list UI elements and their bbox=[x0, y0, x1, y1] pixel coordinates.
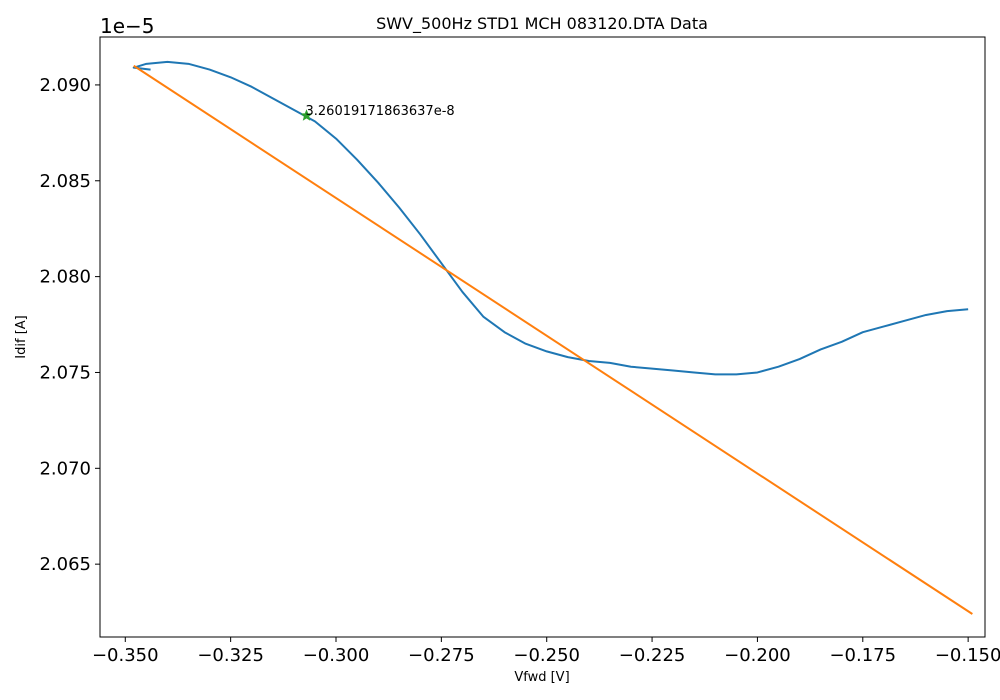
y-tick-label: 2.085 bbox=[39, 171, 91, 192]
x-tick-label: −0.275 bbox=[408, 645, 475, 666]
x-tick-label: −0.150 bbox=[935, 645, 1000, 666]
point-annotation: 3.26019171863637e-8 bbox=[306, 104, 455, 119]
y-tick-label: 2.070 bbox=[39, 458, 91, 479]
y-tick-label: 2.080 bbox=[39, 267, 91, 288]
y-offset-label: 1e−5 bbox=[100, 14, 155, 38]
x-tick-label: −0.200 bbox=[724, 645, 791, 666]
chart-title: SWV_500Hz STD1 MCH 083120.DTA Data bbox=[376, 14, 708, 34]
x-tick-label: −0.175 bbox=[829, 645, 896, 666]
plot-frame bbox=[99, 36, 986, 638]
y-tick-label: 2.090 bbox=[39, 75, 91, 96]
series-line-2 bbox=[133, 64, 973, 615]
x-tick-label: −0.325 bbox=[197, 645, 264, 666]
x-tick-label: −0.300 bbox=[303, 645, 370, 666]
y-axis-label: Idif [A] bbox=[14, 315, 29, 358]
x-axis: −0.350 −0.325 −0.300 −0.275 −0.250 −0.225 −0.2… bbox=[92, 637, 1000, 666]
x-tick-label: −0.350 bbox=[92, 645, 159, 666]
plot-area: 3.26019171863637e-8 bbox=[132, 60, 973, 615]
star-marker bbox=[300, 109, 313, 121]
y-axis: 2.065 2.070 2.075 2.080 2.085 2.090 bbox=[39, 75, 100, 575]
series-line-1 bbox=[132, 60, 969, 376]
x-tick-label: −0.250 bbox=[513, 645, 580, 666]
x-axis-label: Vfwd [V] bbox=[514, 670, 569, 685]
y-tick-label: 2.075 bbox=[39, 362, 91, 383]
x-tick-label: −0.225 bbox=[619, 645, 686, 666]
y-tick-label: 2.065 bbox=[39, 554, 91, 575]
